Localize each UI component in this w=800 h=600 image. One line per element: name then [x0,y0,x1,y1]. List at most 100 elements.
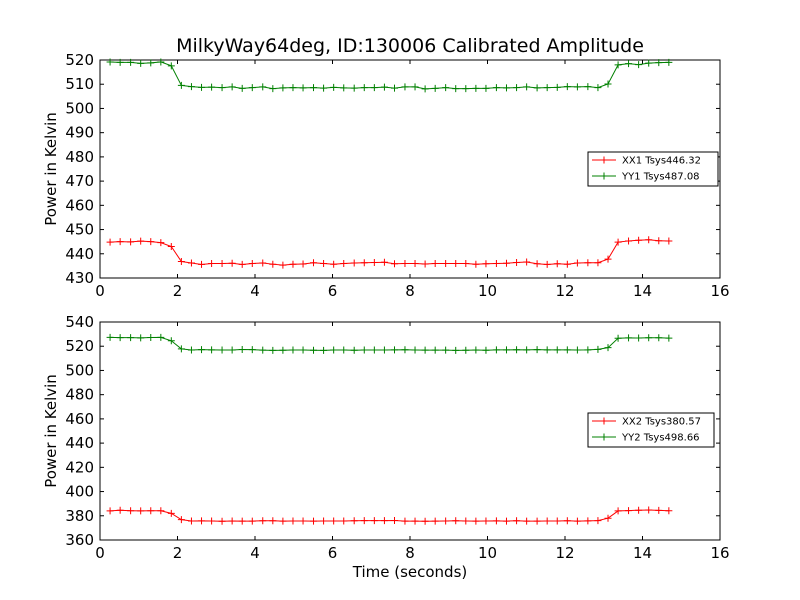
data-point [127,507,135,515]
data-point [462,85,470,93]
data-point [431,346,439,354]
data-point [543,517,551,525]
data-point [228,346,236,354]
data-point [401,83,409,91]
data-point [442,259,450,267]
series-line-xx1 [110,239,669,266]
data-point [310,84,318,92]
data-point [553,260,561,268]
y-tick-label: 430 [65,269,94,287]
data-point [116,58,124,66]
y-tick-label: 500 [65,99,94,117]
x-tick-label: 6 [328,282,338,300]
data-point [401,517,409,525]
data-point [635,236,643,244]
data-point [350,259,358,267]
legend-box [587,412,715,448]
data-point [472,260,480,268]
data-point [248,346,256,354]
data-point [421,260,429,268]
data-point [462,517,470,525]
data-point [573,346,581,354]
data-point [299,260,307,268]
data-point [106,333,114,341]
data-point [462,259,470,267]
data-point [380,517,388,525]
data-point [137,59,145,67]
data-point [248,517,256,525]
data-point [259,517,267,525]
data-point [116,506,124,514]
data-point [259,346,267,354]
legend-marker [600,417,608,425]
data-point [573,259,581,267]
data-point [198,517,206,525]
data-point [289,517,297,525]
data-point [289,260,297,268]
data-point [594,517,602,525]
data-point [340,517,348,525]
x-tick-label: 10 [478,282,497,300]
data-point [604,255,612,263]
y-tick-label: 470 [65,172,94,190]
data-point [330,83,338,91]
data-point [584,259,592,267]
y-tick-label: 380 [65,507,94,525]
data-point [177,345,185,353]
data-point [106,58,114,66]
data-point [411,346,419,354]
data-point [431,517,439,525]
data-point [157,333,165,341]
y-tick-label: 400 [65,483,94,501]
data-point [187,259,195,267]
x-tick-label: 6 [328,544,338,562]
data-point [208,83,216,91]
data-point [218,259,226,267]
data-point [330,346,338,354]
legend-label: XX1 Tsys446.32 [622,156,701,167]
data-point [310,517,318,525]
x-tick-label: 8 [405,544,415,562]
data-point [452,259,460,267]
data-point [289,84,297,92]
data-point [573,83,581,91]
y-tick-label: 490 [65,124,94,142]
data-point [299,84,307,92]
data-point [584,83,592,91]
data-point [614,334,622,342]
data-point [269,260,277,268]
data-point [553,83,561,91]
data-point [502,84,510,92]
data-point [177,81,185,89]
data-point [513,84,521,92]
legend-box [587,151,719,187]
x-tick-label: 14 [633,282,652,300]
data-point [187,517,195,525]
x-axis-label: Time (seconds) [352,563,468,581]
data-point [452,517,460,525]
data-point [421,85,429,93]
data-point [625,60,633,68]
x-tick-label: 8 [405,282,415,300]
data-point [665,507,673,515]
data-point [228,259,236,267]
x-tick-label: 16 [710,282,729,300]
data-point [147,238,155,246]
data-point [127,238,135,246]
data-point [330,517,338,525]
data-point [330,260,338,268]
data-point [442,346,450,354]
data-point [248,84,256,92]
data-point [452,346,460,354]
data-point [187,83,195,91]
data-point [482,260,490,268]
data-point [502,346,510,354]
data-point [665,58,673,66]
data-point [116,334,124,342]
data-point [167,509,175,517]
y-tick-label: 460 [65,410,94,428]
x-tick-label: 4 [250,544,260,562]
x-tick-label: 2 [173,282,183,300]
data-point [543,346,551,354]
